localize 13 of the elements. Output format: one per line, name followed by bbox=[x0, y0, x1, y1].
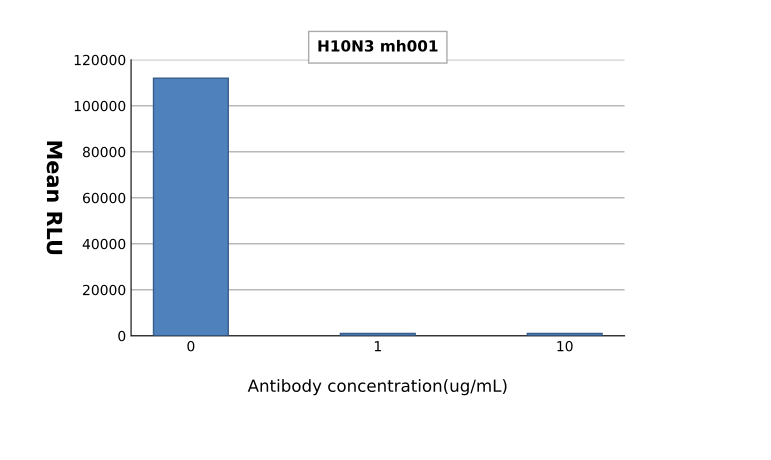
y-tick-label: 20000 bbox=[83, 284, 126, 296]
y-tick-label: 0 bbox=[118, 330, 126, 342]
x-tick-label: 0 bbox=[187, 340, 194, 352]
x-axis-title: Antibody concentration(ug/mL) bbox=[248, 379, 507, 396]
x-tick-label: 1 bbox=[374, 341, 381, 352]
y-tick-label: 120000 bbox=[74, 54, 126, 66]
y-axis-title: Mean RLU bbox=[46, 141, 62, 254]
y-tick-label: 80000 bbox=[82, 146, 126, 158]
y-tick-label: 100000 bbox=[74, 100, 126, 112]
x-tick-label: 10 bbox=[557, 340, 573, 352]
y-tick-label: 60000 bbox=[82, 192, 126, 204]
y-tick-label: 40000 bbox=[82, 238, 126, 250]
chart-title: H10N3 mh001 bbox=[318, 40, 438, 52]
